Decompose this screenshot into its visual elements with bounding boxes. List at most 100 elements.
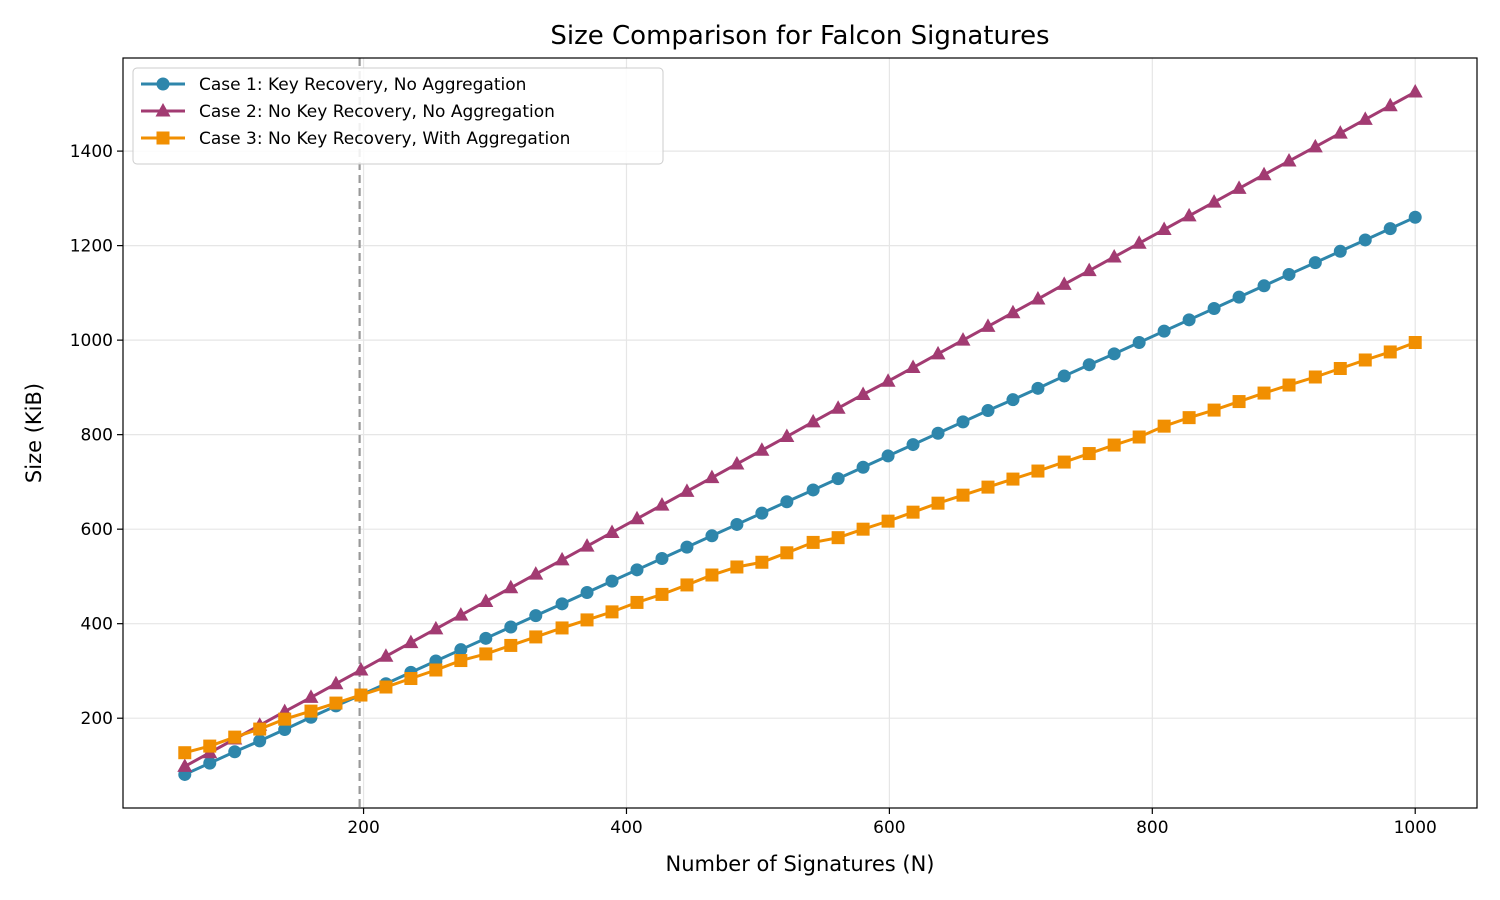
data-point — [831, 472, 845, 486]
data-point — [354, 688, 368, 702]
data-point — [1408, 210, 1422, 224]
data-point — [1333, 361, 1347, 375]
data-point — [253, 722, 267, 736]
x-tick-label: 800 — [1136, 818, 1168, 838]
data-point — [880, 373, 896, 387]
series-3 — [178, 335, 1422, 760]
data-point — [831, 531, 845, 545]
x-tick-label: 600 — [873, 818, 905, 838]
data-point — [555, 597, 569, 611]
data-point — [278, 723, 292, 737]
data-point — [555, 621, 569, 635]
data-point — [680, 578, 694, 592]
data-point — [454, 643, 468, 657]
data-point — [478, 593, 494, 607]
data-point — [705, 568, 719, 582]
plot-frame — [122, 57, 1478, 809]
axis-ticks: 200 400 600 800 1000 200 400 600 800 1000 1200 1400 — [70, 142, 1437, 838]
data-point — [1031, 464, 1045, 478]
data-point — [830, 400, 846, 414]
data-point — [881, 449, 895, 463]
y-tick-label: 600 — [81, 520, 113, 540]
data-point — [931, 426, 945, 440]
data-point — [1005, 304, 1021, 319]
data-point — [1106, 248, 1122, 263]
data-point — [1333, 244, 1347, 258]
data-point — [1407, 84, 1423, 98]
data-point — [1358, 353, 1372, 367]
data-point — [981, 404, 995, 418]
data-point — [930, 345, 946, 360]
data-point — [278, 712, 292, 726]
data-point — [1383, 345, 1397, 359]
legend-label: Case 2: No Key Recovery, No Aggregation — [199, 102, 555, 122]
data-point — [203, 756, 217, 770]
data-point — [1030, 291, 1046, 305]
data-point — [956, 488, 970, 502]
data-point — [1257, 279, 1271, 293]
data-point — [228, 745, 242, 759]
data-point — [454, 654, 468, 668]
data-point — [303, 689, 319, 703]
data-point — [680, 540, 694, 554]
data-point — [805, 413, 821, 428]
data-point — [1358, 233, 1372, 247]
data-point — [1281, 153, 1297, 167]
data-point — [755, 555, 769, 569]
data-point — [1332, 125, 1348, 139]
series-2 — [177, 84, 1423, 772]
data-point — [1308, 370, 1322, 384]
data-point — [1132, 335, 1146, 349]
data-point — [529, 609, 543, 623]
data-point — [881, 514, 895, 528]
data-point — [780, 546, 794, 560]
data-point — [379, 680, 393, 694]
data-point — [1207, 403, 1221, 417]
data-point — [178, 746, 192, 760]
series-group — [177, 84, 1423, 781]
data-point — [1408, 335, 1422, 349]
legend-marker — [156, 131, 170, 145]
data-point — [779, 428, 795, 443]
data-point — [1232, 290, 1246, 304]
data-point — [479, 647, 493, 661]
data-point — [1006, 393, 1020, 407]
data-point — [655, 587, 669, 601]
data-point — [1232, 395, 1246, 409]
data-point — [203, 739, 217, 753]
data-point — [228, 730, 242, 744]
data-point — [503, 579, 519, 594]
chart-title: Size Comparison for Falcon Signatures — [550, 21, 1049, 51]
data-point — [579, 538, 595, 552]
data-point — [755, 506, 769, 520]
data-point — [528, 566, 544, 580]
data-point — [806, 535, 820, 549]
y-tick-label: 1000 — [70, 331, 113, 351]
data-point — [955, 332, 971, 346]
x-tick-label: 1000 — [1394, 818, 1437, 838]
data-point — [780, 495, 794, 509]
data-point — [1357, 111, 1373, 125]
data-point — [704, 469, 720, 484]
y-tick-label: 400 — [81, 615, 113, 635]
data-point — [1082, 447, 1096, 461]
data-point — [479, 631, 493, 645]
data-point — [754, 442, 770, 456]
data-point — [1256, 166, 1272, 181]
data-point — [1207, 301, 1221, 315]
x-axis-label: Number of Signatures (N) — [666, 852, 935, 876]
data-point — [679, 483, 695, 497]
data-point — [856, 460, 870, 474]
data-point — [403, 634, 419, 649]
data-point — [1057, 369, 1071, 383]
data-point — [629, 510, 645, 525]
y-tick-label: 1200 — [70, 237, 113, 257]
y-tick-label: 800 — [81, 426, 113, 446]
data-point — [956, 415, 970, 429]
data-point — [1157, 419, 1171, 433]
legend-label: Case 1: Key Recovery, No Aggregation — [199, 75, 526, 95]
data-point — [1006, 472, 1020, 486]
data-point — [806, 483, 820, 497]
data-point — [504, 620, 518, 634]
data-point — [630, 595, 644, 609]
